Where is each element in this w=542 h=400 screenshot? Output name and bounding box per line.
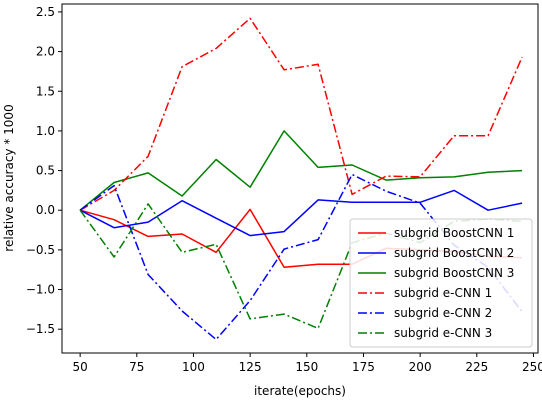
legend-label: subgrid BoostCNN 3 <box>394 266 514 280</box>
legend-label: subgrid BoostCNN 1 <box>394 226 514 240</box>
legend-label: subgrid e-CNN 2 <box>394 306 492 320</box>
x-tick-label: 100 <box>182 360 205 374</box>
legend: subgrid BoostCNN 1 subgrid BoostCNN 2 subg… <box>349 218 533 348</box>
x-axis: 50 75 100 125 150 175 200 225 250 <box>72 353 542 374</box>
y-tick-label: −1.5 <box>26 322 55 336</box>
y-tick-label: 1.0 <box>36 124 55 138</box>
x-tick-label: 75 <box>129 360 144 374</box>
y-axis-title: relative accuracy * 1000 <box>2 104 16 251</box>
series-line-4 <box>79 17 523 211</box>
legend-label: subgrid BoostCNN 2 <box>394 246 514 260</box>
y-tick-label: 1.5 <box>36 84 55 98</box>
legend-label: subgrid e-CNN 3 <box>394 326 492 340</box>
y-tick-label: −1.0 <box>26 283 55 297</box>
x-tick-label: 175 <box>352 360 375 374</box>
y-tick-label: −0.5 <box>26 243 55 257</box>
x-axis-title: iterate(epochs) <box>254 384 346 398</box>
x-tick-label: 200 <box>409 360 432 374</box>
legend-label: subgrid e-CNN 1 <box>394 286 492 300</box>
plot-frame <box>61 3 539 354</box>
y-tick-label: 0.5 <box>36 164 55 178</box>
series-line-5 <box>79 173 523 341</box>
series-line-2 <box>79 189 523 237</box>
x-tick-label: 50 <box>72 360 87 374</box>
x-tick-label: 225 <box>465 360 488 374</box>
legend-box <box>349 218 533 348</box>
x-tick-label: 125 <box>239 360 262 374</box>
x-tick-label: 150 <box>295 360 318 374</box>
y-tick-label: 2.5 <box>36 5 55 19</box>
y-tick-label: 0.0 <box>36 203 55 217</box>
x-tick-label: 250 <box>522 360 542 374</box>
y-axis: −1.5 −1.0 −0.5 0.0 0.5 1.0 1.5 2.0 2.5 <box>26 5 62 336</box>
y-tick-label: 2.0 <box>36 45 55 59</box>
series-line-3 <box>79 130 523 211</box>
